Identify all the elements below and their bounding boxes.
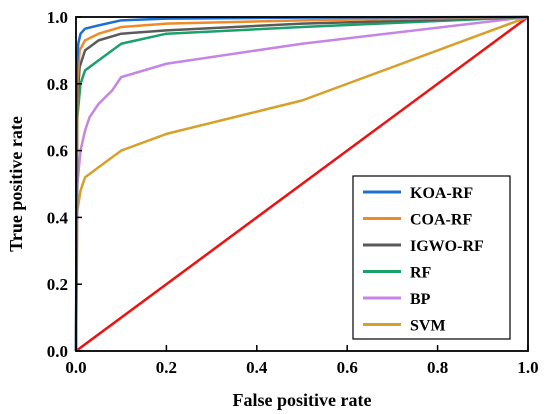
series-line-rf: [74, 15, 529, 352]
plot-frame: [75, 16, 529, 352]
y-tick-label: 0.8: [47, 75, 68, 94]
x-tick-label: 0.6: [337, 358, 358, 377]
x-tick-label: 0.2: [156, 358, 177, 377]
y-axis-title: True positive rate: [6, 116, 26, 252]
ticks-layer: 0.0 0.2 0.4 0.6 0.8 1.0 0.0 0.2 0.4 0.6 0.8 1.0: [47, 8, 539, 377]
y-tick-label: 0.4: [47, 208, 69, 227]
legend-box: [352, 175, 511, 340]
x-tick-label: 0.4: [246, 358, 268, 377]
y-tick-label: 1.0: [47, 8, 68, 27]
legend-label-coa-rf: COA-RF: [410, 212, 472, 229]
legend-label-igwo-rf: IGWO-RF: [410, 238, 484, 255]
reference-diagonal-line: [75, 15, 529, 353]
legend: KOA-RF COA-RF IGWO-RF RF BP SVM: [352, 175, 511, 340]
legend-label-bp: BP: [410, 291, 431, 308]
series-line-bp: [74, 15, 529, 352]
x-axis-title: False positive rate: [233, 390, 372, 410]
x-tick-label: 0.8: [427, 358, 448, 377]
x-tick-label: 1.0: [517, 358, 538, 377]
legend-label-rf: RF: [410, 265, 432, 282]
y-tick-label: 0.2: [47, 275, 68, 294]
series-layer: [74, 15, 529, 353]
legend-label-koa-rf: KOA-RF: [410, 185, 473, 202]
y-tick-label: 0.0: [47, 342, 68, 361]
x-tick-label: 0.0: [65, 358, 86, 377]
legend-label-svm: SVM: [410, 318, 446, 335]
y-tick-label: 0.6: [47, 142, 68, 161]
series-line-koa-rf: [74, 15, 529, 352]
